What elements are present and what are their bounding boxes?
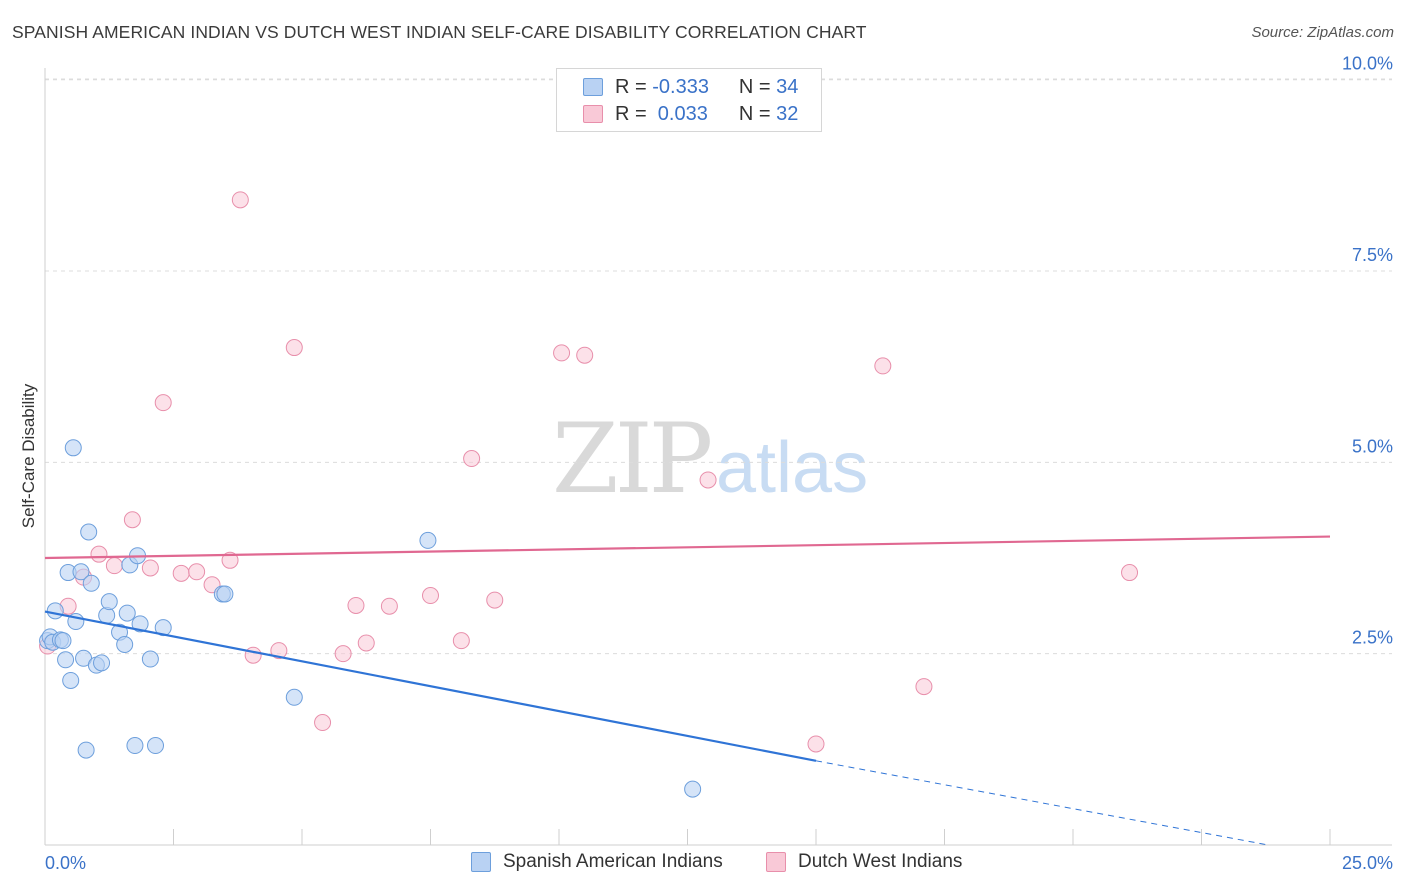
- point-dutch-west-indians: [576, 346, 594, 364]
- y-tick-label: 7.5%: [1352, 245, 1393, 265]
- legend-n-value: 32: [776, 102, 799, 125]
- point-spanish-american-indians: [684, 780, 702, 798]
- point-dutch-west-indians: [380, 597, 398, 615]
- bottom-legend-label: Spanish American Indians: [503, 851, 723, 872]
- point-spanish-american-indians: [80, 523, 98, 541]
- point-dutch-west-indians: [314, 714, 332, 732]
- point-spanish-american-indians: [126, 737, 144, 755]
- point-dutch-west-indians: [270, 642, 288, 660]
- x-tick-label: 25.0%: [1342, 853, 1393, 873]
- y-tick-label: 10.0%: [1342, 54, 1393, 74]
- point-dutch-west-indians: [334, 645, 352, 663]
- legend-swatch-pink: [583, 105, 603, 123]
- legend-r-value: -0.333: [652, 75, 709, 98]
- point-dutch-west-indians: [188, 563, 206, 581]
- point-spanish-american-indians: [141, 650, 159, 668]
- watermark-atlas: atlas: [716, 428, 868, 508]
- point-dutch-west-indians: [486, 591, 504, 609]
- point-spanish-american-indians: [100, 593, 118, 611]
- legend-r-value: 0.033: [652, 102, 708, 125]
- point-spanish-american-indians: [118, 604, 136, 622]
- point-dutch-west-indians: [915, 678, 933, 696]
- point-spanish-american-indians: [154, 619, 172, 637]
- point-dutch-west-indians: [285, 339, 303, 357]
- point-spanish-american-indians: [216, 585, 234, 603]
- legend-n-value: 34: [776, 75, 799, 98]
- legend-r-label: R =: [615, 75, 647, 98]
- point-dutch-west-indians: [699, 471, 717, 489]
- y-tick-label: 5.0%: [1352, 436, 1393, 456]
- y-axis-label: Self-Care Disability: [19, 383, 38, 528]
- legend-row-dutch-west-indians: R = 0.033 N = 32: [583, 101, 798, 127]
- point-dutch-west-indians: [357, 634, 375, 652]
- point-spanish-american-indians: [62, 671, 80, 689]
- source-label: Source: ZipAtlas.com: [1251, 24, 1394, 41]
- point-spanish-american-indians: [46, 602, 64, 620]
- trendline-extension-spanish-american-indians: [815, 760, 1269, 846]
- point-dutch-west-indians: [221, 551, 239, 569]
- point-dutch-west-indians: [244, 646, 262, 664]
- y-tick-label: 2.5%: [1352, 628, 1393, 648]
- x-tick-label: 0.0%: [45, 853, 86, 873]
- point-spanish-american-indians: [285, 688, 303, 706]
- point-dutch-west-indians: [141, 559, 159, 577]
- point-dutch-west-indians: [874, 357, 892, 375]
- point-spanish-american-indians: [64, 439, 82, 457]
- point-dutch-west-indians: [231, 191, 249, 209]
- legend-row-spanish-american-indians: R = -0.333 N = 34: [583, 74, 798, 100]
- point-spanish-american-indians: [93, 654, 111, 672]
- point-dutch-west-indians: [422, 587, 439, 605]
- point-dutch-west-indians: [553, 344, 571, 362]
- point-dutch-west-indians: [123, 511, 141, 529]
- bottom-legend-label: Dutch West Indians: [798, 851, 963, 872]
- point-spanish-american-indians: [54, 632, 72, 650]
- bottom-legend-swatch-blue: [471, 852, 491, 872]
- bottom-legend-spanish-american-indians: Spanish American Indians: [471, 851, 723, 873]
- correlation-legend: R = -0.333 N = 34 R = 0.033 N = 32: [556, 68, 822, 132]
- trendline-spanish-american-indians: [44, 610, 817, 762]
- legend-n-label: N =: [738, 102, 771, 125]
- watermark-zip: ZIP: [552, 403, 711, 515]
- point-spanish-american-indians: [419, 531, 437, 549]
- chart-title: SPANISH AMERICAN INDIAN VS DUTCH WEST IN…: [12, 22, 867, 42]
- point-dutch-west-indians: [463, 450, 481, 468]
- point-dutch-west-indians: [154, 394, 172, 412]
- point-spanish-american-indians: [116, 635, 134, 653]
- point-dutch-west-indians: [90, 545, 108, 563]
- point-dutch-west-indians: [807, 735, 825, 753]
- bottom-legend-swatch-pink: [766, 852, 786, 872]
- point-spanish-american-indians: [147, 737, 165, 755]
- legend-r-label: R =: [615, 102, 647, 125]
- point-dutch-west-indians: [172, 564, 190, 582]
- point-spanish-american-indians: [131, 615, 149, 633]
- point-dutch-west-indians: [1121, 564, 1139, 582]
- point-spanish-american-indians: [77, 741, 95, 759]
- point-dutch-west-indians: [347, 596, 365, 614]
- point-dutch-west-indians: [452, 632, 470, 650]
- point-spanish-american-indians: [98, 606, 116, 624]
- point-spanish-american-indians: [72, 563, 90, 581]
- trendline-dutch-west-indians: [44, 535, 1331, 560]
- point-spanish-american-indians: [82, 574, 100, 592]
- legend-swatch-blue: [583, 78, 603, 96]
- point-dutch-west-indians: [105, 557, 123, 575]
- bottom-legend-dutch-west-indians: Dutch West Indians: [766, 851, 962, 873]
- legend-n-label: N =: [738, 75, 771, 98]
- point-spanish-american-indians: [57, 651, 75, 669]
